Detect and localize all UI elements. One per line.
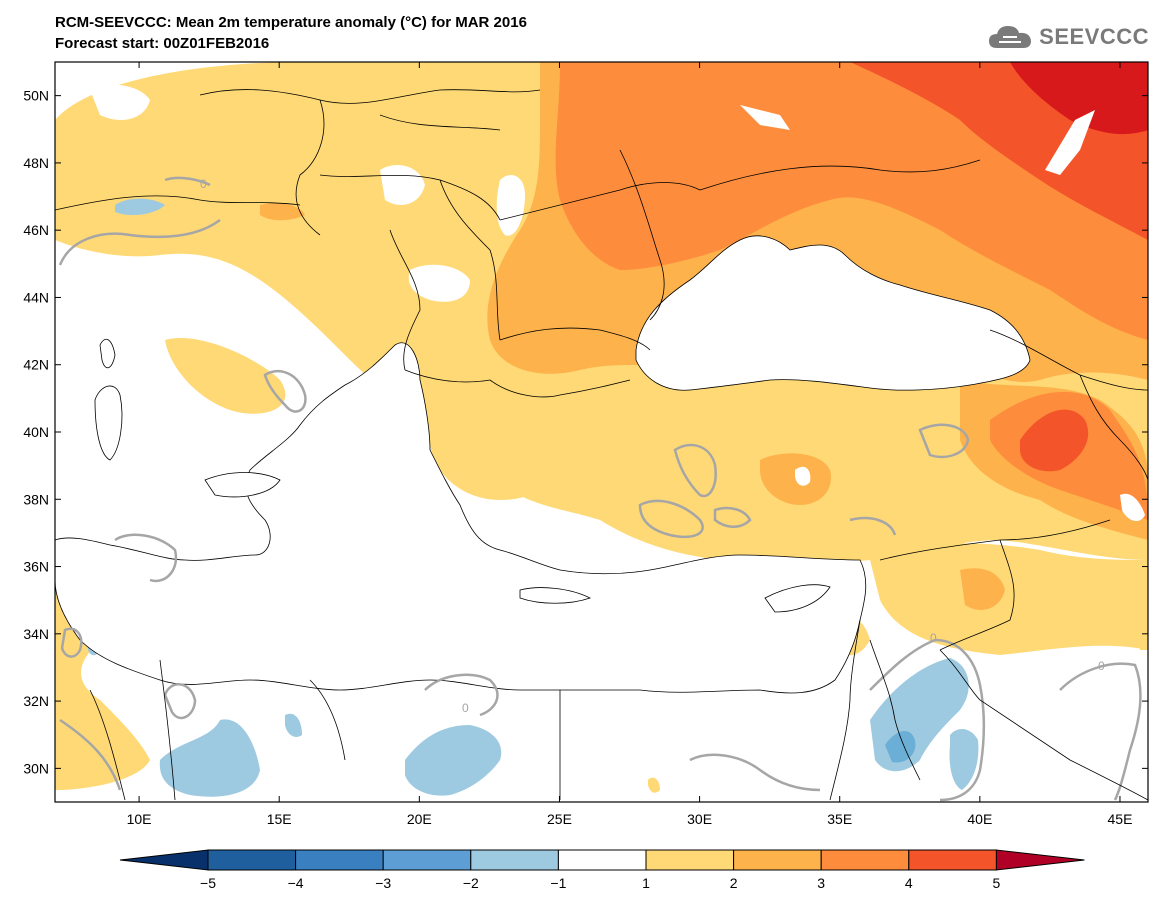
colorbar-swatch xyxy=(295,849,384,871)
lon-label-45e: 45E xyxy=(1108,811,1133,827)
lat-label-30n: 30N xyxy=(23,760,49,776)
map-title: RCM-SEEVCCC: Mean 2m temperature anomaly… xyxy=(55,14,527,31)
lon-label-10e: 10E xyxy=(127,811,152,827)
colorbar-label: −1 xyxy=(550,875,566,891)
lat-label-38n: 38N xyxy=(23,491,49,507)
seevccc-logo: SEEVCCC xyxy=(987,22,1149,52)
islands xyxy=(94,338,831,613)
lon-label-40e: 40E xyxy=(967,811,992,827)
lat-label-40n: 40N xyxy=(23,424,49,440)
colorbar-label: −2 xyxy=(463,875,479,891)
colorbar-label: −4 xyxy=(288,875,304,891)
country-borders xyxy=(55,89,1148,801)
colorbar-label: −3 xyxy=(375,875,391,891)
lat-label-48n: 48N xyxy=(23,155,49,171)
lat-label-50n: 50N xyxy=(23,88,49,104)
contour-label: 0 xyxy=(1098,659,1105,673)
forecast-start-label: Forecast start: 00Z01FEB2016 xyxy=(55,35,270,52)
contour-label: 0 xyxy=(200,177,207,191)
lon-label-30e: 30E xyxy=(687,811,712,827)
lat-label-32n: 32N xyxy=(23,693,49,709)
lat-label-34n: 34N xyxy=(23,626,49,642)
colorbar-swatch xyxy=(820,849,910,871)
contour-label: 0 xyxy=(462,701,469,715)
longitude-labels: 10E 15E 20E 25E 30E 35E 40E 45E xyxy=(127,811,1133,827)
colorbar-swatch xyxy=(207,849,297,871)
latitude-labels: 50N 48N 46N 44N 42N 40N 38N 36N 34N 32N 30N xyxy=(23,88,49,777)
colorbar-max-arrow xyxy=(995,849,1085,871)
cloud-icon xyxy=(989,26,1032,48)
zero-contour-labels: 0 0 0 0 xyxy=(200,177,1105,715)
lon-label-35e: 35E xyxy=(827,811,852,827)
colorbar-swatch xyxy=(382,849,472,871)
no-anomaly-patches xyxy=(90,84,1145,522)
contour-label: 0 xyxy=(930,631,937,645)
lat-label-42n: 42N xyxy=(23,357,49,373)
map-plot-area: 0 0 0 0 xyxy=(55,62,1148,802)
colorbar-label: 4 xyxy=(905,875,913,891)
colorbar-swatch xyxy=(557,849,647,871)
lat-label-36n: 36N xyxy=(23,559,49,575)
logo-text: SEEVCCC xyxy=(1039,24,1149,49)
lon-label-20e: 20E xyxy=(407,811,432,827)
colorbar-swatch xyxy=(470,849,559,871)
sea-areas xyxy=(55,235,1031,694)
colorbar-label: 5 xyxy=(993,875,1001,891)
lat-label-44n: 44N xyxy=(23,289,49,305)
colorbar-swatch xyxy=(908,849,997,871)
colorbar-min-arrow xyxy=(119,849,209,871)
lat-label-46n: 46N xyxy=(23,222,49,238)
colorbar-label: 2 xyxy=(730,875,738,891)
colorbar-label: 1 xyxy=(642,875,650,891)
colorbar: −5 −4 −3 −2 −1 1 2 3 4 5 xyxy=(119,849,1085,891)
anomaly-band-5-plus xyxy=(1010,62,1148,135)
lon-label-15e: 15E xyxy=(267,811,292,827)
lon-label-25e: 25E xyxy=(547,811,572,827)
colorbar-label: 3 xyxy=(817,875,825,891)
colorbar-swatch xyxy=(733,849,822,871)
zero-contours xyxy=(58,176,1142,802)
colorbar-swatch xyxy=(645,849,735,871)
colorbar-label: −5 xyxy=(200,875,216,891)
